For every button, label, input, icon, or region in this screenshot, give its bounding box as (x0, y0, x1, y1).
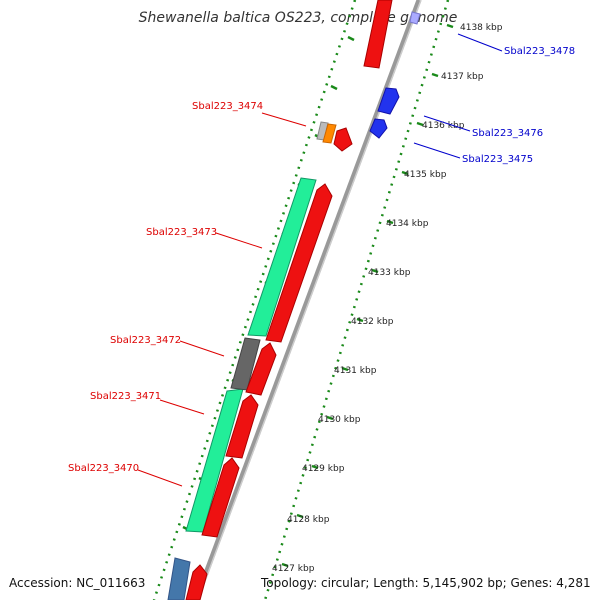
gene-label[interactable]: Sbal223_3471 (90, 391, 161, 402)
tick-label: 4130 kbp (318, 415, 361, 425)
gene-label[interactable]: Sbal223_3478 (504, 46, 575, 57)
gene-label[interactable]: Sbal223_3476 (472, 128, 543, 139)
tick-label: 4135 kbp (404, 170, 447, 180)
right-gene-labels: Sbal223_3478 Sbal223_3476 Sbal223_3475 (413, 33, 575, 165)
gene-feature[interactable] (167, 557, 191, 600)
tick-labels: 4138 kbp 4137 kbp 4136 kbp 4135 kbp 4134… (272, 23, 503, 574)
tick-label: 4129 kbp (302, 464, 345, 474)
tick-label: 4128 kbp (287, 515, 330, 525)
tick-label: 4136 kbp (422, 121, 465, 131)
blue-genes (369, 11, 421, 139)
tick-label: 4131 kbp (334, 366, 377, 376)
gene-feature[interactable] (369, 118, 388, 139)
gene-feature[interactable] (247, 177, 317, 337)
gene-label[interactable]: Sbal223_3470 (68, 463, 139, 474)
gene-feature[interactable] (245, 342, 277, 396)
left-gene-labels: Sbal223_3474 Sbal223_3473 Sbal223_3472 S… (68, 101, 307, 487)
gene-label[interactable]: Sbal223_3474 (192, 101, 263, 112)
gene-feature[interactable] (201, 457, 240, 538)
red-genes (185, 0, 393, 600)
tick-label: 4133 kbp (368, 268, 411, 278)
tick-label: 4138 kbp (460, 23, 503, 33)
gene-feature[interactable] (322, 123, 337, 144)
gene-feature[interactable] (377, 87, 400, 115)
gene-label[interactable]: Sbal223_3475 (462, 154, 533, 165)
inner-tick-track (152, 0, 357, 600)
tick-label: 4132 kbp (351, 317, 394, 327)
gene-feature[interactable] (185, 564, 208, 600)
accession-text: Accession: NC_011663 (9, 576, 145, 590)
gene-label[interactable]: Sbal223_3472 (110, 335, 181, 346)
gene-feature[interactable] (333, 127, 353, 152)
outer-tick-track (263, 0, 450, 600)
gene-feature[interactable] (409, 11, 421, 25)
gene-label[interactable]: Sbal223_3473 (146, 227, 217, 238)
gene-feature[interactable] (265, 183, 333, 343)
topology-text: Topology: circular; Length: 5,145,902 bp… (260, 576, 591, 590)
outer-major-ticks (281, 23, 454, 568)
gene-feature[interactable] (363, 0, 393, 69)
tick-label: 4127 kbp (272, 564, 315, 574)
gene-feature[interactable] (225, 394, 259, 459)
tick-label: 4134 kbp (386, 219, 429, 229)
tick-label: 4137 kbp (441, 72, 484, 82)
